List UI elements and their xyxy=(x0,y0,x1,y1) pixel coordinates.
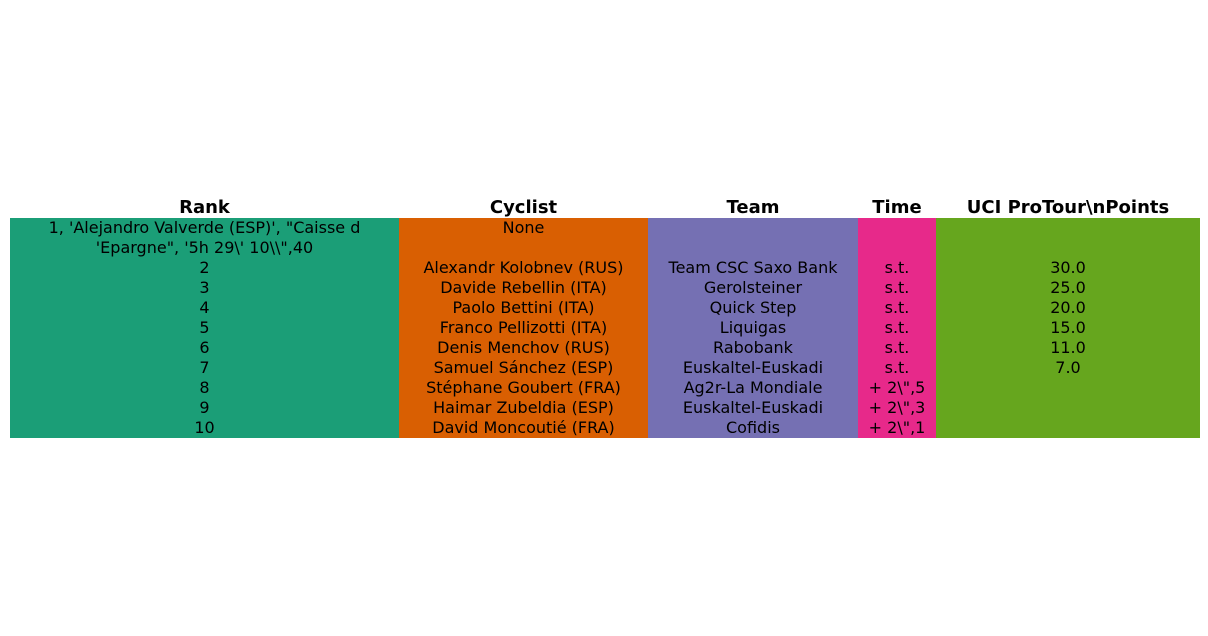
table-cell: s.t. xyxy=(884,318,910,337)
table-cell: Gerolsteiner xyxy=(703,278,803,297)
table-cell: s.t. xyxy=(884,358,910,377)
table-cell: 7 xyxy=(199,358,210,377)
table-cell: Euskaltel-Euskadi xyxy=(682,358,824,377)
table-cell: 11.0 xyxy=(1050,338,1086,357)
table-cell: Denis Menchov (RUS) xyxy=(437,338,610,357)
table-cell: 20.0 xyxy=(1050,298,1086,317)
column-background xyxy=(936,218,1200,438)
table-cell: 10 xyxy=(194,418,215,437)
table-cell: s.t. xyxy=(884,278,910,297)
column-background xyxy=(10,218,399,438)
column-background xyxy=(399,218,648,438)
table-cell: 25.0 xyxy=(1050,278,1086,297)
table-cell: Franco Pellizotti (ITA) xyxy=(439,318,608,337)
table-cell: 3 xyxy=(199,278,210,297)
table-cell: Davide Rebellin (ITA) xyxy=(440,278,607,297)
table-cell: 15.0 xyxy=(1050,318,1086,337)
table-cell: 4 xyxy=(199,298,210,317)
table-cell: 5 xyxy=(199,318,210,337)
table-cell: 8 xyxy=(199,378,210,397)
column-header: Rank xyxy=(179,197,230,218)
table-cell: Rabobank xyxy=(713,338,793,357)
table-cell: 7.0 xyxy=(1055,358,1081,377)
table-cell: Quick Step xyxy=(709,298,797,317)
table-cell: Ag2r-La Mondiale xyxy=(683,378,823,397)
column-header: Cyclist xyxy=(489,197,558,218)
table-cell: Cofidis xyxy=(726,418,780,437)
table-cell: 6 xyxy=(199,338,210,357)
column-background xyxy=(648,218,858,438)
table-cell: Stéphane Goubert (FRA) xyxy=(426,378,621,397)
table-cell: + 2\",3 xyxy=(868,398,926,417)
table-cell: Samuel Sánchez (ESP) xyxy=(433,358,614,377)
table-cell: David Moncoutié (FRA) xyxy=(432,418,615,437)
table-cell: 30.0 xyxy=(1050,258,1086,277)
column-header: UCI ProTour\nPoints xyxy=(966,197,1170,218)
column-header: Time xyxy=(872,197,922,218)
table-cell: + 2\",5 xyxy=(868,378,926,397)
table-cell: Liquigas xyxy=(719,318,787,337)
table-cell: Paolo Bettini (ITA) xyxy=(452,298,595,317)
column-background xyxy=(858,218,936,438)
table-cell: Haimar Zubeldia (ESP) xyxy=(433,398,614,417)
table-cell: Team CSC Saxo Bank xyxy=(668,258,838,277)
column-header: Team xyxy=(726,197,780,218)
table-cell: 1, 'Alejandro Valverde (ESP)', "Caisse d… xyxy=(48,218,361,257)
table-cell: None xyxy=(502,218,545,237)
table-cell: 9 xyxy=(199,398,210,417)
table-cell: Alexandr Kolobnev (RUS) xyxy=(423,258,624,277)
table-cell: s.t. xyxy=(884,298,910,317)
table-cell: + 2\",1 xyxy=(868,418,926,437)
table-cell: Euskaltel-Euskadi xyxy=(682,398,824,417)
table-cell: s.t. xyxy=(884,338,910,357)
table-cell: s.t. xyxy=(884,258,910,277)
table-cell: 2 xyxy=(199,258,210,277)
